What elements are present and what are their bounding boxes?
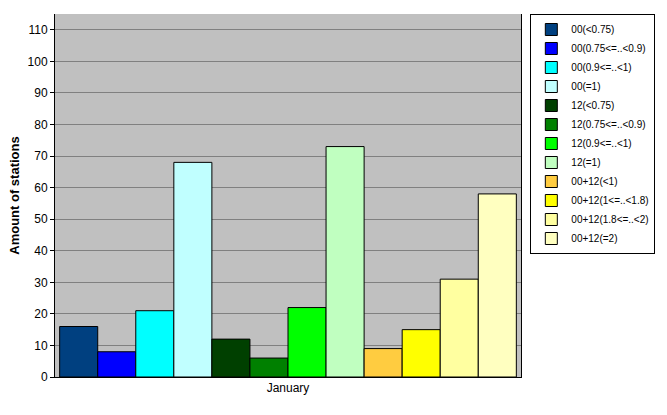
svg-text:110: 110 bbox=[28, 23, 47, 37]
svg-text:00+12(<1): 00+12(<1) bbox=[571, 176, 617, 187]
svg-text:40: 40 bbox=[34, 244, 48, 258]
svg-text:12(=1): 12(=1) bbox=[571, 157, 600, 168]
svg-text:100: 100 bbox=[28, 55, 48, 69]
svg-text:00+12(1<=..<1.8): 00+12(1<=..<1.8) bbox=[571, 195, 648, 206]
svg-text:00(<0.75): 00(<0.75) bbox=[571, 24, 614, 35]
svg-text:00(=1): 00(=1) bbox=[571, 81, 600, 92]
svg-text:80: 80 bbox=[34, 118, 48, 132]
svg-text:30: 30 bbox=[34, 276, 48, 290]
svg-text:00+12(1.8<=..<2): 00+12(1.8<=..<2) bbox=[571, 214, 648, 225]
svg-text:10: 10 bbox=[34, 339, 48, 353]
svg-text:00+12(=2): 00+12(=2) bbox=[571, 233, 617, 244]
svg-text:00(0.9<=..<1): 00(0.9<=..<1) bbox=[571, 62, 631, 73]
svg-text:12(0.9<=..<1): 12(0.9<=..<1) bbox=[571, 138, 631, 149]
svg-text:12(0.75<=..<0.9): 12(0.75<=..<0.9) bbox=[571, 119, 645, 130]
svg-text:00(0.75<=..<0.9): 00(0.75<=..<0.9) bbox=[571, 43, 645, 54]
svg-text:70: 70 bbox=[34, 149, 48, 163]
svg-text:0: 0 bbox=[41, 370, 48, 384]
svg-text:20: 20 bbox=[34, 307, 48, 321]
svg-text:90: 90 bbox=[34, 86, 48, 100]
svg-text:12(<0.75): 12(<0.75) bbox=[571, 100, 614, 111]
svg-text:60: 60 bbox=[34, 181, 48, 195]
svg-text:Amount of stations: Amount of stations bbox=[7, 136, 22, 254]
svg-text:January: January bbox=[267, 381, 310, 395]
svg-text:50: 50 bbox=[34, 212, 48, 226]
